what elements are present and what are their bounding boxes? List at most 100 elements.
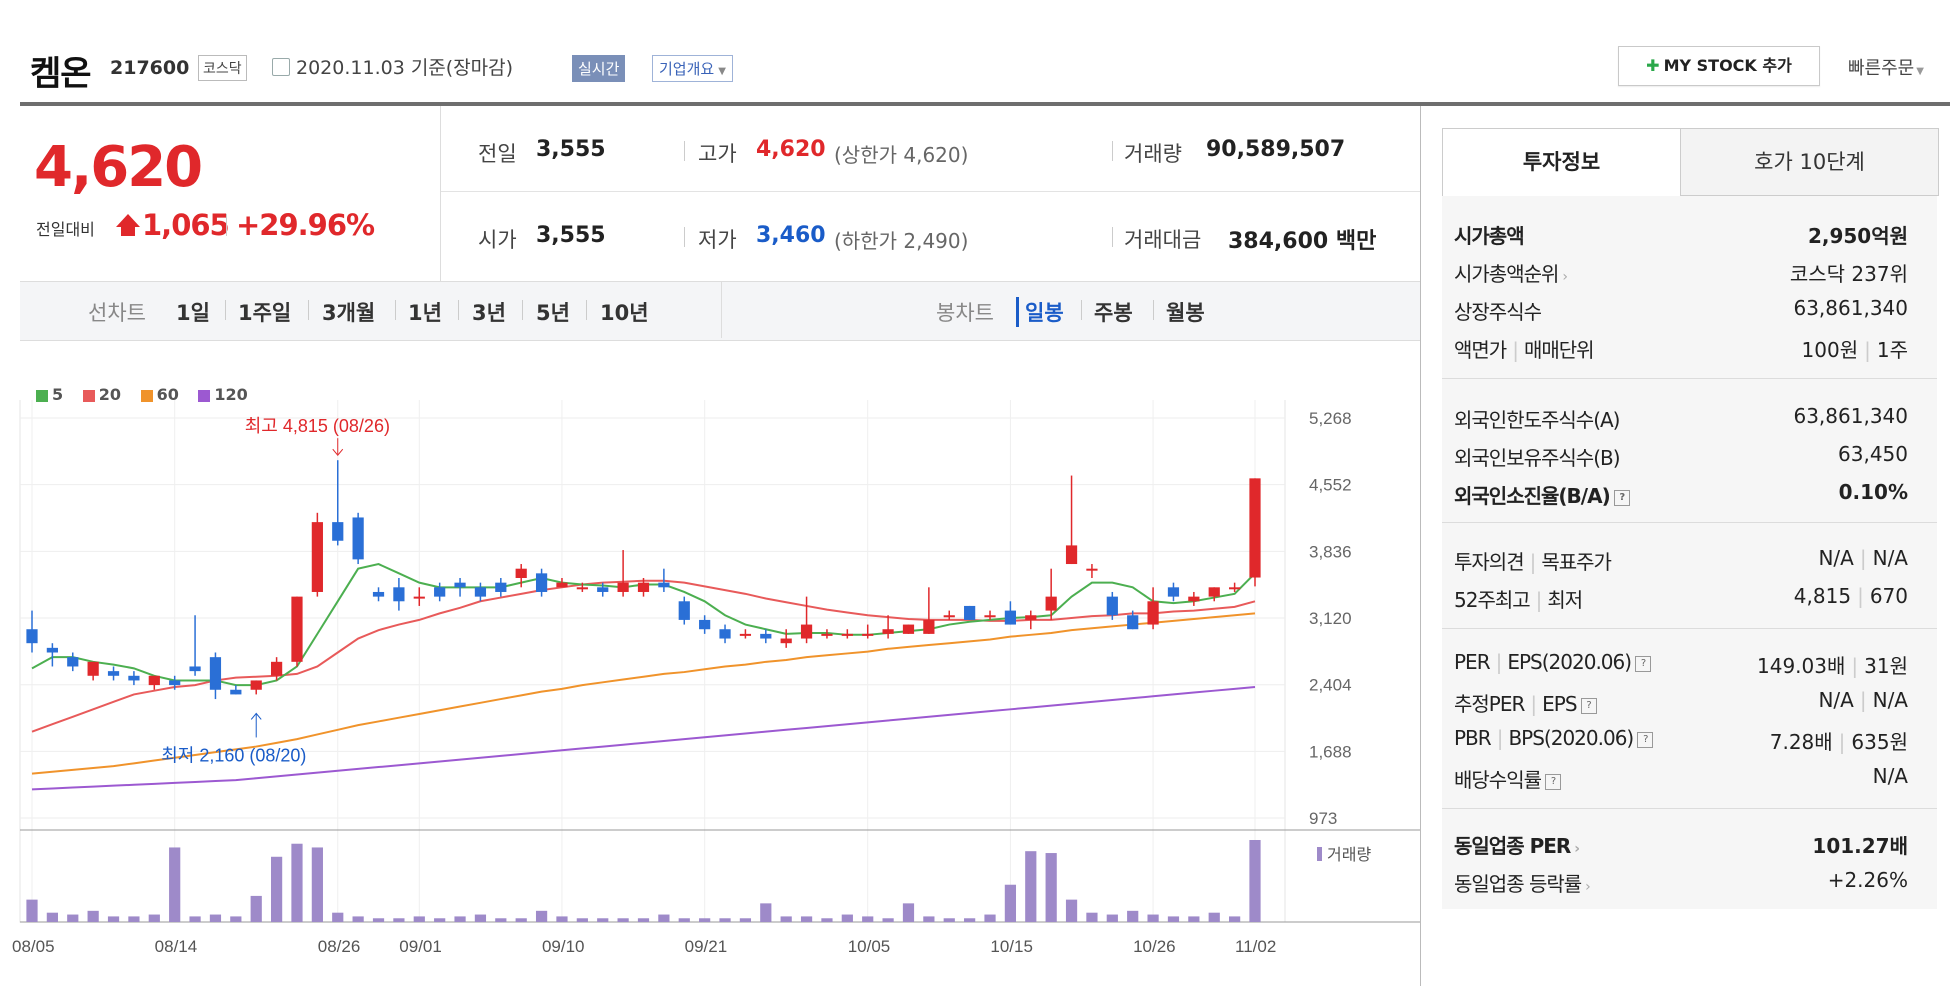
divider xyxy=(395,300,396,320)
add-mystock-button[interactable]: ✚ MY STOCK 추가 xyxy=(1618,46,1820,86)
market-cap-rank-link[interactable]: 시가총액순위 › xyxy=(1454,258,1568,287)
tab-investment-info[interactable]: 투자정보 xyxy=(1442,128,1681,197)
legend-label: 20 xyxy=(98,385,121,404)
x-tick-label: 09/01 xyxy=(399,937,442,956)
bps-value: 635원 xyxy=(1851,730,1908,754)
candle-daily[interactable]: 일봉 xyxy=(1016,297,1064,327)
volume-value: 90,589,507 xyxy=(1206,137,1346,162)
volume-bar xyxy=(1147,914,1159,922)
sector-rate-link[interactable]: 동일업종 등락률 › xyxy=(1454,868,1591,897)
candle xyxy=(760,633,772,639)
add-mystock-label: MY STOCK 추가 xyxy=(1663,56,1792,75)
pbr-value: 7.28배 xyxy=(1769,730,1833,754)
market-cap-value: 2,950억원 xyxy=(1807,224,1908,248)
candle xyxy=(739,633,752,636)
help-icon[interactable]: ? xyxy=(1637,731,1654,748)
par-unit-label: 액면가 | 매매단위 xyxy=(1454,334,1595,363)
est-per-value: N/A xyxy=(1818,688,1854,712)
period-5y[interactable]: 5년 xyxy=(536,301,570,325)
low-label: 저가 xyxy=(698,228,737,252)
candle xyxy=(1106,596,1118,616)
dividend-yield-value: N/A xyxy=(1872,764,1908,788)
est-eps-label: EPS xyxy=(1542,692,1577,716)
candle xyxy=(800,624,813,639)
per-eps-label: PER | EPS(2020.06)? xyxy=(1454,650,1652,674)
candle xyxy=(87,661,99,676)
quick-order-dropdown[interactable]: 빠른주문 ▼ xyxy=(1848,54,1924,80)
help-icon[interactable]: ? xyxy=(1545,773,1561,790)
volume-bar xyxy=(535,910,548,922)
divider xyxy=(1112,227,1113,247)
candle xyxy=(67,657,79,667)
stock-chart[interactable]: 5,268 4,552 3,836 3,120 2,404 1,688 973 08/05 08… xyxy=(0,400,1420,986)
volume-bar xyxy=(882,918,894,922)
market-badge: 코스닥 xyxy=(198,55,247,81)
opinion-label: 투자의견 xyxy=(1454,550,1525,574)
candle xyxy=(862,633,874,636)
investment-info-panel xyxy=(1442,196,1937,909)
divider xyxy=(1442,808,1937,809)
divider: | xyxy=(1535,588,1543,612)
help-icon[interactable]: ? xyxy=(1613,489,1630,506)
chevron-down-icon: ▼ xyxy=(1916,66,1924,77)
y-tick-label: 2,404 xyxy=(1309,676,1352,695)
volume-bar xyxy=(1045,853,1057,922)
sector-per-value: 101.27배 xyxy=(1812,834,1908,858)
candle xyxy=(270,661,283,676)
divider xyxy=(586,300,587,320)
candle-weekly[interactable]: 주봉 xyxy=(1094,301,1133,325)
legend-label: 60 xyxy=(156,385,179,404)
low-value: 3,460 xyxy=(756,223,826,248)
low52-label: 최저 xyxy=(1547,588,1583,612)
legend-ma120: 120 xyxy=(198,385,248,404)
x-tick-label: 10/15 xyxy=(990,937,1033,956)
volume-bar xyxy=(128,916,140,922)
company-overview-dropdown[interactable]: 기업개요 ▼ xyxy=(652,55,733,82)
candle xyxy=(678,601,690,620)
candle xyxy=(964,605,976,620)
ma60-line xyxy=(31,612,1256,775)
calendar-icon xyxy=(272,58,290,76)
candle xyxy=(230,689,242,695)
stats-row-divider xyxy=(441,191,1420,192)
period-3y[interactable]: 3년 xyxy=(472,301,506,325)
ma120-line xyxy=(31,685,1256,791)
foreign-limit-value: 63,861,340 xyxy=(1793,404,1908,428)
pbr-bps-value: 7.28배 | 635원 xyxy=(1770,726,1908,755)
y-tick-label: 973 xyxy=(1309,809,1337,828)
volume-bar xyxy=(291,843,303,922)
low-annotation: 최저 2,160 (08/20) xyxy=(161,745,306,765)
divider xyxy=(1153,300,1154,320)
period-10y[interactable]: 10년 xyxy=(600,301,649,325)
foreign-limit-label: 외국인한도주식수(A) xyxy=(1454,408,1620,432)
volume-bar xyxy=(270,856,283,922)
candle xyxy=(658,582,670,588)
period-1d[interactable]: 1일 xyxy=(176,301,210,325)
legend-swatch xyxy=(82,389,95,402)
candle-chart-label: 봉차트 xyxy=(936,301,994,325)
divider xyxy=(308,300,309,320)
candle xyxy=(1188,596,1200,602)
chevron-right-icon: › xyxy=(1562,269,1568,285)
candle-monthly[interactable]: 월봉 xyxy=(1166,301,1205,325)
realtime-button[interactable]: 실시간 xyxy=(572,55,626,82)
period-1w[interactable]: 1주일 xyxy=(238,301,292,325)
tab-order-book[interactable]: 호가 10단계 xyxy=(1680,128,1939,196)
y-tick-label: 1,688 xyxy=(1309,742,1352,761)
high52-label: 52주최고 xyxy=(1454,588,1531,612)
open-value: 3,555 xyxy=(536,223,606,248)
help-icon[interactable]: ? xyxy=(1580,697,1597,714)
volume-bar xyxy=(413,916,425,922)
help-icon[interactable]: ? xyxy=(1635,655,1652,672)
period-3m[interactable]: 3개월 xyxy=(322,301,376,325)
y-tick-label: 4,552 xyxy=(1309,476,1352,495)
volume-bar xyxy=(189,916,201,922)
volume-bar xyxy=(393,918,405,922)
candle xyxy=(923,619,935,634)
volume-bar xyxy=(1167,916,1180,922)
volume-bar xyxy=(311,847,323,922)
divider: | xyxy=(1512,338,1519,362)
sector-per-link[interactable]: 동일업종 PER › xyxy=(1454,830,1580,859)
period-1y[interactable]: 1년 xyxy=(408,301,442,325)
sector-per-label: 동일업종 PER xyxy=(1454,834,1571,858)
